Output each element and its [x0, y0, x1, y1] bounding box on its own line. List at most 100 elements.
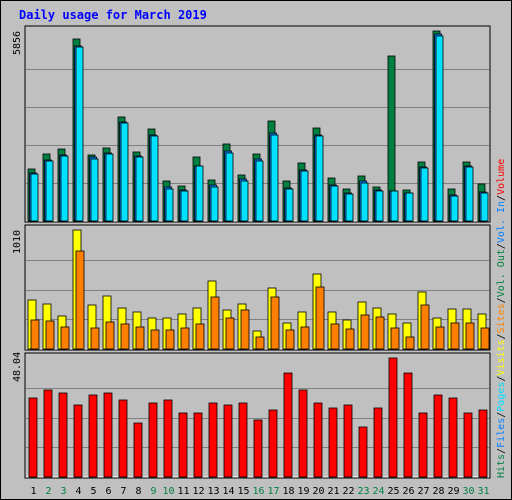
x-tick-label: 9 — [150, 486, 156, 497]
pages-bar — [165, 188, 174, 222]
volume-bar — [73, 404, 83, 478]
x-tick-label: 11 — [177, 486, 189, 497]
pages-bar — [120, 122, 129, 222]
sites-bar — [420, 304, 430, 350]
sites-bar — [405, 336, 415, 350]
volume-bar — [463, 412, 473, 478]
sites-bar — [30, 319, 40, 350]
volume-bar — [403, 372, 413, 478]
sites-bar — [195, 323, 205, 350]
right-legend-text: Hits/Files/Pages/Visits/Sites/Vol. Out/V… — [496, 159, 507, 478]
volume-bar — [88, 394, 98, 478]
y-max-label: 5856 — [12, 31, 23, 55]
pages-bar — [270, 134, 279, 222]
volume-bar — [163, 399, 173, 478]
sites-bar — [270, 296, 280, 350]
chart-panels: 5856 1010 48.04 — [12, 25, 491, 479]
pages-bar — [450, 195, 459, 222]
sites-bar — [225, 317, 235, 350]
pages-bar — [75, 46, 84, 222]
pages-bar — [390, 190, 399, 222]
pages-bar — [195, 165, 204, 222]
volume-bar — [388, 357, 398, 478]
sites-bar — [75, 250, 85, 350]
pages-bar — [45, 160, 54, 222]
sites-bar — [465, 322, 475, 350]
panel-visits-sites: 1010 — [12, 224, 491, 351]
volume-bar — [208, 402, 218, 478]
x-tick-label: 29 — [447, 486, 459, 497]
volume-bar — [58, 392, 68, 478]
sites-bar — [135, 326, 145, 350]
legend-entry: / — [496, 243, 507, 249]
sites-bar — [240, 309, 250, 350]
x-axis-day-labels: 1 2 3 4 5 6 7 8 9 10 11 12 13 14 15 16 17 18 19 20 21 22 23 24 2… — [30, 486, 489, 497]
sites-bar — [90, 327, 100, 350]
pages-bar — [405, 192, 414, 222]
x-tick-label: 3 — [60, 486, 66, 497]
volume-bar — [238, 402, 248, 478]
y-max-label: 48.04 — [12, 352, 23, 382]
volume-bar — [133, 422, 143, 478]
sites-bar — [375, 316, 385, 350]
sites-bar — [285, 329, 295, 350]
sites-bar — [480, 327, 490, 350]
volume-bar — [193, 412, 203, 478]
pages-bar — [465, 166, 474, 222]
volume-bar — [418, 412, 428, 478]
sites-bar — [105, 321, 115, 350]
volume-bar — [223, 404, 233, 478]
panel-hits-files-pages: 5856 — [12, 25, 491, 223]
volume-bar — [343, 404, 353, 478]
pages-bar — [225, 152, 234, 222]
x-tick-label: 19 — [297, 486, 309, 497]
x-tick-label: 5 — [90, 486, 96, 497]
sites-bar — [45, 320, 55, 350]
x-tick-label: 23 — [357, 486, 369, 497]
x-tick-label: 2 — [45, 486, 51, 497]
series-pages — [30, 35, 489, 222]
legend-entry: Vol. Out — [496, 249, 507, 297]
pages-bar — [300, 170, 309, 222]
volume-bar — [253, 419, 263, 478]
volume-bar — [373, 407, 383, 478]
volume-bar — [178, 412, 188, 478]
legend-entry: / — [496, 195, 507, 201]
x-tick-label: 15 — [237, 486, 249, 497]
pages-bar — [435, 35, 444, 222]
y-max-label: 1010 — [12, 230, 23, 254]
pages-bar — [285, 188, 294, 222]
volume-bar — [298, 389, 308, 478]
volume-bar — [148, 402, 158, 478]
pages-bar — [210, 186, 219, 222]
legend-entry: Hits — [496, 454, 507, 478]
pages-bar — [480, 192, 489, 222]
x-tick-label: 8 — [135, 486, 141, 497]
volume-bar — [283, 372, 293, 478]
legend-entry: / — [496, 333, 507, 339]
volume-bar — [358, 426, 368, 478]
right-legend: Hits/Files/Pages/Visits/Sites/Vol. Out/V… — [496, 159, 507, 478]
legend-entry: / — [496, 448, 507, 454]
pages-bar — [420, 167, 429, 222]
x-tick-label: 20 — [312, 486, 324, 497]
volume-bar — [103, 392, 113, 478]
pages-bar — [135, 156, 144, 222]
x-tick-label: 16 — [252, 486, 264, 497]
pages-bar — [375, 190, 384, 222]
x-tick-label: 7 — [120, 486, 126, 497]
pages-bar — [360, 182, 369, 222]
x-tick-label: 27 — [417, 486, 429, 497]
x-tick-label: 24 — [372, 486, 384, 497]
volume-bar — [43, 389, 53, 478]
x-tick-label: 10 — [162, 486, 174, 497]
sites-bar — [60, 326, 70, 350]
x-tick-label: 18 — [282, 486, 294, 497]
sites-bar — [345, 328, 355, 350]
pages-bar — [105, 153, 114, 222]
volume-bar — [118, 399, 128, 478]
pages-bar — [315, 135, 324, 222]
volume-bar — [448, 397, 458, 478]
sites-bar — [150, 329, 160, 350]
pages-bar — [330, 185, 339, 222]
